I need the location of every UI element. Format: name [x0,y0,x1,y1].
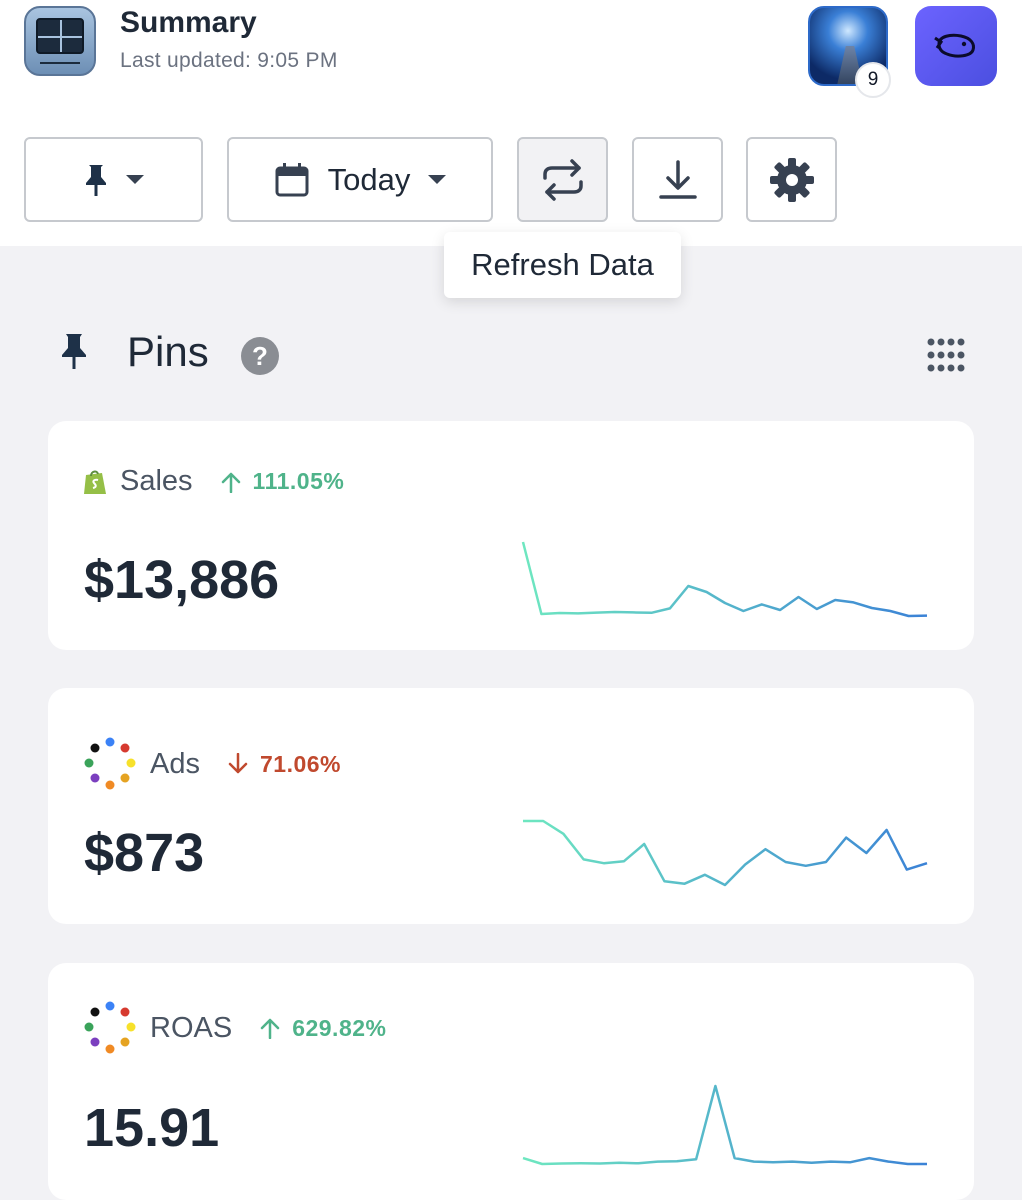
refresh-icon [542,158,583,201]
arrow-up-icon [221,472,240,493]
metric-delta: 629.82% [260,1015,386,1042]
metric-delta: 111.05% [221,468,345,495]
metric-label: Sales [120,465,193,497]
download-icon [658,159,697,199]
sparkline-path [522,1084,927,1166]
page-title: Summary [120,6,257,39]
metric-value: $13,886 [84,550,280,610]
top-bar: Summary Last updated: 9:05 PM 9 Today [0,0,1022,246]
metric-card-roas[interactable]: ROAS 629.82% 15.91 [48,963,974,1200]
sparkline-path [521,541,928,618]
settings-button[interactable] [746,137,837,222]
grid-menu-icon[interactable] [926,337,966,373]
pin-dropdown-button[interactable] [24,137,203,222]
gear-icon [769,157,814,202]
metric-label: ROAS [150,1011,233,1044]
help-icon[interactable]: ? [241,337,279,375]
metric-delta-value: 111.05% [252,468,345,494]
date-range-label: Today [327,161,411,197]
metric-value: $873 [84,823,205,883]
notification-app-icon[interactable] [808,6,888,86]
ads-sparkline [523,819,928,887]
metric-value: 15.91 [84,1098,220,1158]
shopify-icon [84,470,106,494]
arrow-down-icon [228,753,248,774]
chevron-down-icon [428,175,447,184]
refresh-tooltip: Refresh Data [444,232,681,298]
pin-icon [85,164,106,196]
google-ads-dots-icon [84,737,136,790]
metric-card-ads[interactable]: Ads 71.06% $873 [48,688,974,924]
metric-delta: 71.06% [228,751,341,778]
whale-app-icon[interactable] [915,6,997,86]
notification-badge: 9 [855,62,891,98]
download-button[interactable] [632,137,723,222]
chevron-down-icon [125,175,144,184]
metric-delta-value: 71.06% [259,750,341,777]
whale-icon [934,33,975,58]
sparkline-path [523,819,928,887]
last-updated-text: Last updated: 9:05 PM [120,49,338,72]
google-ads-dots-icon [84,1001,136,1054]
pin-icon [62,334,86,369]
sales-sparkline [521,541,928,618]
date-range-dropdown[interactable]: Today [227,137,493,222]
roas-sparkline [522,1084,927,1166]
arrow-up-icon [260,1018,280,1039]
metric-card-sales[interactable]: Sales 111.05% $13,886 [48,421,974,650]
app-icon[interactable] [24,6,96,76]
pins-heading: Pins [127,328,209,375]
refresh-button[interactable] [517,137,608,222]
calendar-icon [275,162,309,196]
metric-delta-value: 629.82% [292,1014,387,1041]
metric-label: Ads [150,747,200,780]
